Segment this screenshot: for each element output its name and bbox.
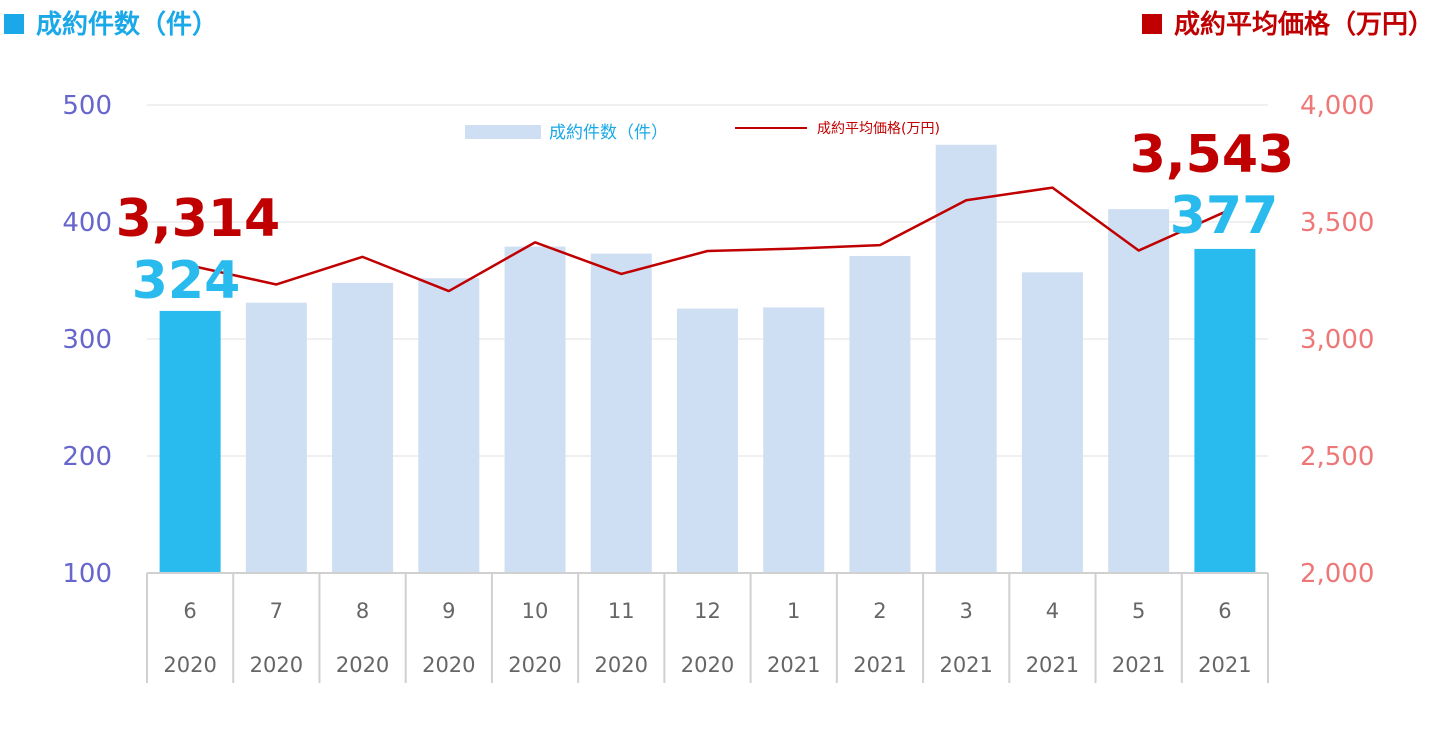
x-tick-year: 2020 [250, 653, 303, 677]
x-tick-month: 6 [1218, 599, 1231, 623]
right-axis-tick-label: 4,000 [1300, 91, 1374, 121]
x-tick-month: 12 [694, 599, 721, 623]
x-tick-month: 10 [522, 599, 549, 623]
bar [763, 307, 825, 573]
x-tick-year: 2021 [853, 653, 906, 677]
x-tick-month: 5 [1132, 599, 1145, 623]
right-axis-tick-label: 3,000 [1300, 325, 1374, 355]
count-data-label: 377 [1170, 186, 1279, 246]
right-axis-tick-label: 2,000 [1300, 559, 1374, 589]
right-axis-tick-label: 3,500 [1300, 208, 1374, 238]
left-axis-header: 成約件数（件） [4, 4, 218, 41]
x-tick-year: 2020 [163, 653, 216, 677]
left-axis-tick-label: 100 [62, 559, 112, 589]
bar [677, 308, 738, 573]
bar [245, 302, 307, 573]
x-tick-year: 2020 [508, 653, 561, 677]
x-tick-month: 3 [960, 599, 973, 623]
left-axis-tick-label: 200 [62, 442, 112, 472]
left-axis-header-label: 成約件数（件） [36, 10, 219, 40]
right-axis-tick-label: 2,500 [1300, 442, 1374, 472]
bar [590, 253, 652, 573]
legend-bar-entry: 成約件数（件） [465, 118, 668, 143]
legend-bar-label: 成約件数（件） [549, 123, 668, 143]
x-tick-year: 2021 [1026, 653, 1079, 677]
right-axis-header: 成約平均価格（万円） [1141, 4, 1434, 41]
legend-line-swatch [735, 127, 807, 129]
x-tick-month: 6 [183, 599, 196, 623]
blue-square-icon [4, 14, 24, 34]
left-axis-tick-label: 400 [62, 208, 112, 238]
bar [1108, 209, 1170, 573]
x-tick-year: 2020 [595, 653, 648, 677]
legend-bar-swatch [465, 125, 541, 139]
bar [418, 278, 480, 573]
x-tick-year: 2021 [767, 653, 820, 677]
bar [935, 144, 997, 573]
x-tick-year: 2020 [681, 653, 734, 677]
x-tick-month: 4 [1046, 599, 1059, 623]
x-tick-year: 2021 [1112, 653, 1165, 677]
x-tick-month: 11 [608, 599, 635, 623]
x-tick-month: 1 [787, 599, 800, 623]
left-axis-tick-label: 300 [62, 325, 112, 355]
x-tick-year: 2020 [422, 653, 475, 677]
bar [159, 310, 221, 573]
right-axis-header-label: 成約平均価格（万円） [1173, 10, 1434, 40]
x-tick-month: 7 [270, 599, 283, 623]
bar [1021, 272, 1083, 573]
x-tick-month: 9 [442, 599, 455, 623]
legend-line-entry: 成約平均価格(万円) [735, 118, 940, 138]
left-axis-tick-label: 500 [62, 91, 112, 121]
bar [504, 246, 566, 573]
bar [1194, 248, 1256, 573]
price-data-label: 3,543 [1130, 125, 1294, 185]
count-data-label: 324 [132, 251, 241, 311]
x-tick-year: 2020 [336, 653, 389, 677]
x-tick-month: 2 [873, 599, 886, 623]
bar [849, 255, 911, 573]
price-data-label: 3,314 [116, 189, 280, 249]
red-square-icon [1141, 14, 1162, 34]
legend-line-label: 成約平均価格(万円) [817, 121, 940, 137]
bar [332, 282, 394, 573]
x-tick-year: 2021 [1198, 653, 1251, 677]
x-tick-month: 8 [356, 599, 369, 623]
x-tick-year: 2021 [939, 653, 992, 677]
